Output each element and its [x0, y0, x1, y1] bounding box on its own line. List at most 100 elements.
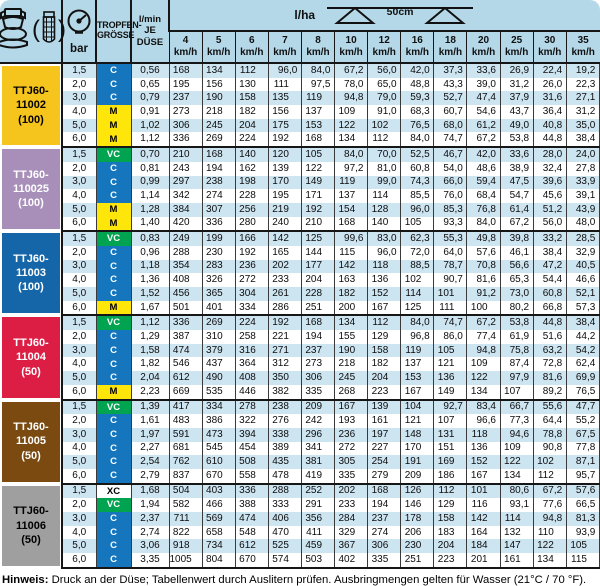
application-rate-cell: 158 [234, 91, 269, 106]
application-rate-cell: 364 [234, 357, 269, 372]
application-rate-cell: 221 [267, 330, 302, 344]
close-paren: ) [58, 16, 66, 43]
application-rate-cell: 419 [300, 468, 335, 484]
speed-header-6kmh: 6 km/h [234, 30, 269, 64]
application-rate-cell: 49,8 [466, 230, 501, 246]
application-rate-cell: 612 [234, 539, 269, 554]
application-rate-cell: 446 [234, 384, 269, 400]
application-rate-cell: 67,2 [499, 216, 534, 232]
application-rate-cell: 230 [400, 539, 434, 554]
table-row: 6,0 C 2,79 837 670 558 478 419 335 279 209 186 167 13… [0, 468, 600, 484]
application-rate-cell: 118 [466, 427, 501, 442]
application-rate-cell: 192 [267, 132, 302, 148]
droplet-size-cell: C [95, 189, 131, 203]
application-rate-cell: 27,8 [565, 161, 600, 176]
application-rate-cell: 474 [168, 343, 203, 358]
application-rate-cell: 132 [499, 525, 534, 540]
application-rate-cell: 279 [367, 468, 401, 484]
application-rate-cell: 286 [267, 300, 302, 316]
application-rate-cell: 55,2 [565, 414, 600, 428]
table-row: 3,0 C 0,99 297 238 198 170 149 119 99,0 74,3 66,0 59… [0, 175, 600, 190]
application-rate-cell: 53,8 [499, 132, 534, 148]
application-rate-cell: 107 [499, 384, 534, 400]
application-rate-cell: 120 [267, 146, 302, 162]
application-rate-cell: 237 [367, 512, 401, 526]
application-rate-cell: 67,2 [466, 132, 501, 148]
application-rate-cell: 93,9 [565, 525, 600, 540]
table-row: 4,0 C 1,36 408 326 272 233 204 163 136 102 90,7 81,6… [0, 273, 600, 287]
speed-header-30kmh: 30 km/h [532, 30, 567, 64]
pressure-cell: 6,0 [61, 300, 96, 316]
speed-header-7kmh: 7 km/h [267, 30, 302, 64]
flow-rate-cell: 1,58 [130, 343, 169, 358]
flow-rate-cell: 0,81 [130, 161, 169, 176]
application-rate-cell: 52,5 [400, 146, 434, 162]
application-rate-cell: 297 [168, 175, 203, 190]
application-rate-cell: 508 [234, 455, 269, 469]
application-rate-cell: 326 [201, 273, 236, 287]
pressure-cell: 5,0 [61, 118, 96, 133]
application-rate-cell: 56,0 [367, 63, 401, 78]
application-rate-cell: 95,7 [565, 468, 600, 484]
application-rate-cell: 658 [201, 525, 236, 540]
table-row: 5,0 C 1,52 456 365 304 261 228 182 152 114 101 91,2 7… [0, 287, 600, 301]
application-rate-cell: 72,0 [400, 245, 434, 260]
application-rate-cell: 459 [300, 539, 335, 554]
application-rate-cell: 158 [433, 512, 467, 526]
application-rate-cell: 56,6 [499, 259, 534, 274]
application-rate-cell: 57,6 [565, 482, 600, 499]
application-rate-cell: 48,0 [565, 216, 600, 232]
application-rate-cell: 54,2 [565, 343, 600, 358]
table-row: 6,0 M 1,67 501 401 334 286 251 200 167 125 111 100 80… [0, 300, 600, 316]
application-rate-cell: 81,6 [532, 371, 567, 385]
nozzle-label-ttj60-11005: TTJ60- 11005 (50) [0, 399, 62, 484]
application-rate-cell: 91,0 [367, 105, 401, 119]
application-rate-cell: 68,3 [400, 105, 434, 119]
application-rate-cell: 548 [234, 525, 269, 540]
pressure-gauge-icon [64, 7, 94, 42]
application-rate-cell: 227 [367, 441, 401, 456]
droplet-size-cell: M [95, 132, 131, 148]
application-rate-cell: 87,4 [499, 357, 534, 372]
application-rate-cell: 38,4 [532, 245, 567, 260]
nozzle-label-ttj60-11004: TTJ60- 11004 (50) [0, 315, 62, 400]
table-row: 2,0 C 1,61 483 386 322 276 242 193 161 121 107 96,6 7… [0, 414, 600, 428]
application-rate-cell: 97,2 [334, 161, 368, 176]
application-rate-cell: 89,2 [532, 384, 567, 400]
pressure-cell: 5,0 [61, 455, 96, 469]
application-rate-cell: 55,6 [532, 398, 567, 415]
droplet-size-cell: C [95, 91, 131, 106]
application-rate-cell: 535 [201, 384, 236, 400]
speed-header-25kmh: 25 km/h [499, 30, 534, 64]
application-rate-cell: 56,0 [532, 216, 567, 232]
application-rate-cell: 204 [367, 371, 401, 385]
application-rate-cell: 670 [201, 468, 236, 484]
application-rate-cell: 284 [334, 512, 368, 526]
application-rate-cell: 210 [300, 216, 335, 232]
droplet-size-cell: VC [95, 314, 131, 331]
application-rate-cell: 48,8 [400, 77, 434, 92]
application-rate-cell: 354 [168, 259, 203, 274]
application-rate-cell: 80,6 [499, 482, 534, 499]
application-rate-cell: 335 [334, 468, 368, 484]
application-rate-cell: 77,3 [499, 414, 534, 428]
application-rate-cell: 90,8 [532, 441, 567, 456]
application-rate-cell: 837 [168, 468, 203, 484]
application-rate-cell: 204 [433, 539, 467, 554]
pressure-cell: 2,0 [61, 330, 96, 344]
application-rate-cell: 178 [400, 512, 434, 526]
application-rate-cell: 206 [400, 525, 434, 540]
application-rate-cell: 280 [234, 216, 269, 232]
table-row: 3,0 C 1,58 474 379 316 271 237 190 158 119 105 94,8 7… [0, 343, 600, 358]
application-rate-cell: 96,8 [400, 330, 434, 344]
footnote: Hinweis: Druck an der Düse; Tabellenwert… [2, 574, 598, 586]
flow-rate-cell: 2,27 [130, 441, 169, 456]
application-rate-cell: 305 [334, 455, 368, 469]
application-rate-cell: 54,0 [433, 161, 467, 176]
flow-rate-cell: 0,96 [130, 245, 169, 260]
application-rate-cell: 122 [334, 118, 368, 133]
application-rate-cell: 44,8 [532, 132, 567, 148]
application-rate-cell: 142 [334, 259, 368, 274]
application-rate-cell: 66,0 [433, 175, 467, 190]
